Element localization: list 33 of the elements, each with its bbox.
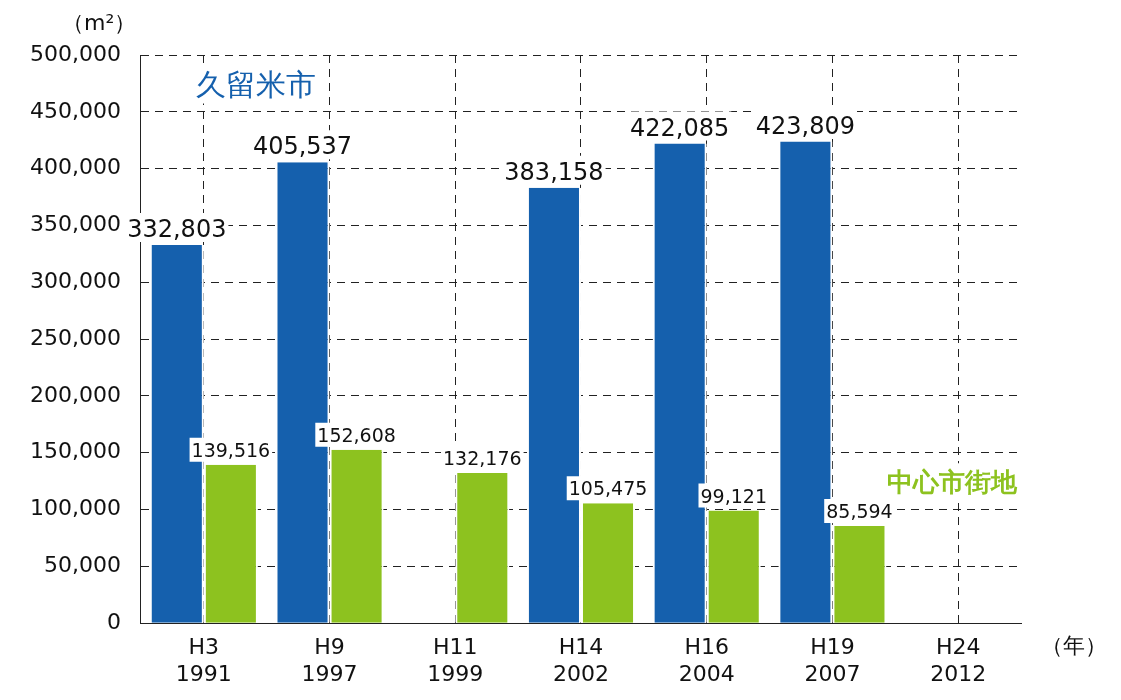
series-label: 久留米市 bbox=[195, 67, 316, 103]
data-label: 332,803 bbox=[127, 215, 227, 243]
x-tick-label: H16 2004 bbox=[678, 634, 735, 686]
x-axis-title: （年） bbox=[1041, 633, 1107, 659]
y-tick-label: 300,000 bbox=[29, 268, 121, 293]
x-tick-label: H11 1999 bbox=[427, 634, 484, 686]
x-tick-label: H14 2002 bbox=[552, 634, 609, 686]
data-label: 105,475 bbox=[568, 477, 648, 500]
data-label: 139,516 bbox=[191, 438, 271, 461]
data-label: 132,176 bbox=[443, 447, 522, 469]
y-tick-label: 350,000 bbox=[29, 211, 121, 237]
y-tick-label: 150,000 bbox=[29, 438, 121, 464]
y-tick-label: 100,000 bbox=[29, 495, 121, 521]
data-label: 423,809 bbox=[755, 111, 856, 140]
data-label: 99,121 bbox=[700, 484, 767, 507]
y-tick-label: 400,000 bbox=[29, 154, 121, 180]
y-tick-label: 200,000 bbox=[29, 381, 121, 407]
series-label: 中心市街地 bbox=[887, 467, 1018, 498]
data-label: 85,594 bbox=[826, 499, 893, 522]
data-label: 405,537 bbox=[252, 132, 353, 161]
x-tick-label: H9 1997 bbox=[301, 634, 358, 686]
y-tick-label: 250,000 bbox=[29, 324, 121, 350]
y-tick-label: 0 bbox=[106, 608, 121, 634]
data-label: 152,608 bbox=[317, 423, 396, 446]
y-axis-title: （m²） bbox=[62, 10, 137, 35]
data-label: 422,085 bbox=[630, 113, 730, 142]
x-tick-label: H19 2007 bbox=[804, 634, 861, 686]
x-tick-label: H3 1991 bbox=[175, 634, 232, 686]
x-tick-label: H24 2012 bbox=[930, 634, 987, 686]
y-tick-label: 500,000 bbox=[29, 40, 121, 66]
y-tick-label: 50,000 bbox=[43, 552, 121, 578]
y-tick-label: 450,000 bbox=[29, 97, 121, 123]
data-label: 383,158 bbox=[504, 157, 604, 186]
